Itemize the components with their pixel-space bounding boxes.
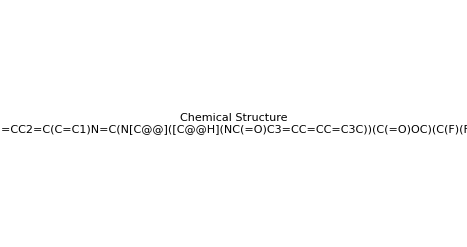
Text: Chemical Structure
CCOC1=CC2=C(C=C1)N=C(N[C@@]([C@@H](NC(=O)C3=CC=CC=C3C))(C(=O): Chemical Structure CCOC1=CC2=C(C=C1)N=C(… [0, 113, 467, 134]
